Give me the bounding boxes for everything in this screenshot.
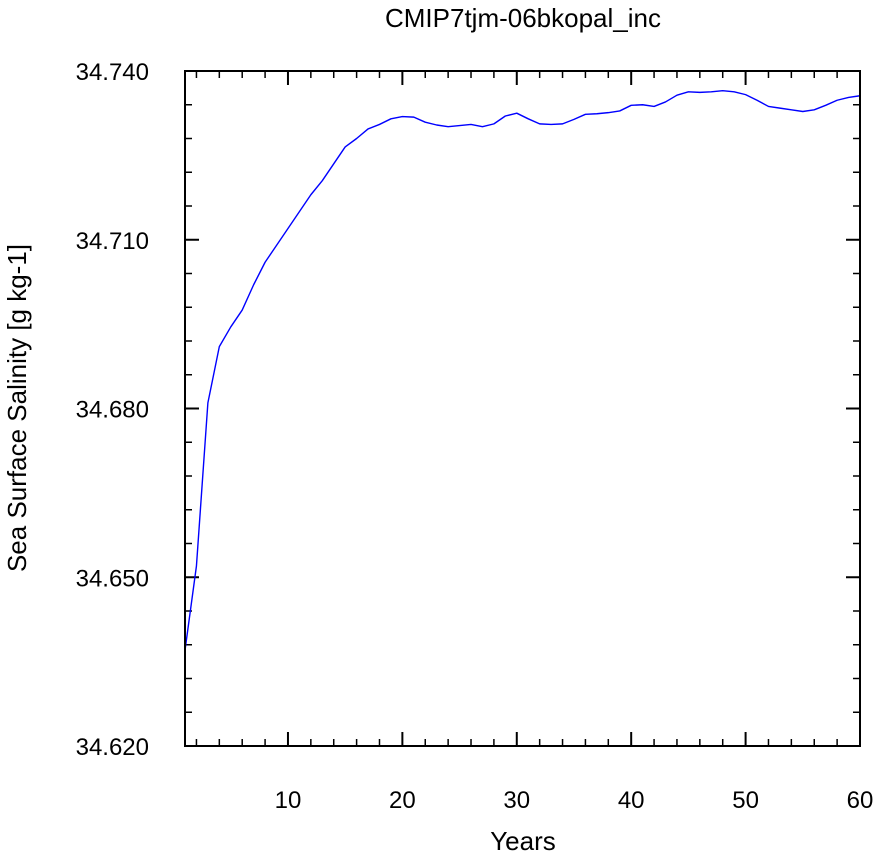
y-tick-label: 34.710 xyxy=(76,228,149,255)
series-layer xyxy=(184,89,861,651)
y-axis-title: Sea Surface Salinity [g kg-1] xyxy=(2,244,32,572)
x-tick-label: 50 xyxy=(732,787,759,814)
y-tick-label: 34.650 xyxy=(76,565,149,592)
plot-frame xyxy=(184,70,861,747)
y-tick-label: 34.680 xyxy=(76,397,149,424)
chart-title: CMIP7tjm-06bkopal_inc xyxy=(385,3,661,33)
x-tick-label: 40 xyxy=(618,787,645,814)
x-axis-title: Years xyxy=(490,826,556,856)
x-tick-label: 20 xyxy=(389,787,416,814)
y-axis: 34.620 34.650 34.680 34.710 34.740 xyxy=(76,59,860,761)
y-tick-label: 34.620 xyxy=(76,734,149,761)
x-tick-label: 30 xyxy=(503,787,530,814)
x-tick-label: 10 xyxy=(275,787,302,814)
x-tick-label: 60 xyxy=(847,787,874,814)
series-line xyxy=(184,89,861,651)
y-tick-label: 34.740 xyxy=(76,59,149,86)
x-axis: 10 20 30 40 50 60 xyxy=(195,71,874,814)
